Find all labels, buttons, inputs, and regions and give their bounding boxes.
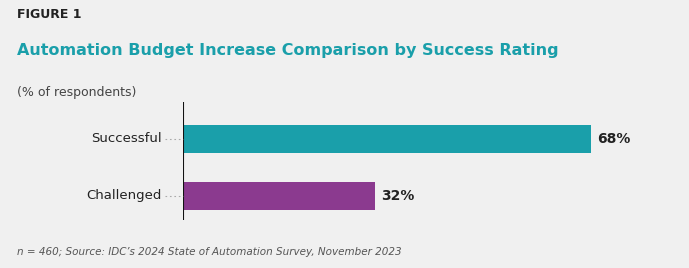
Text: 68%: 68% xyxy=(597,132,630,146)
Text: n = 460; Source: IDC’s 2024 State of Automation Survey, November 2023: n = 460; Source: IDC’s 2024 State of Aut… xyxy=(17,247,402,257)
Bar xyxy=(183,125,591,153)
Text: Automation Budget Increase Comparison by Success Rating: Automation Budget Increase Comparison by… xyxy=(17,43,559,58)
Text: FIGURE 1: FIGURE 1 xyxy=(17,8,82,21)
Text: Successful: Successful xyxy=(91,132,162,145)
Text: (% of respondents): (% of respondents) xyxy=(17,86,136,99)
Text: Challenged: Challenged xyxy=(87,189,162,202)
Bar xyxy=(183,182,375,210)
Text: 32%: 32% xyxy=(381,189,414,203)
